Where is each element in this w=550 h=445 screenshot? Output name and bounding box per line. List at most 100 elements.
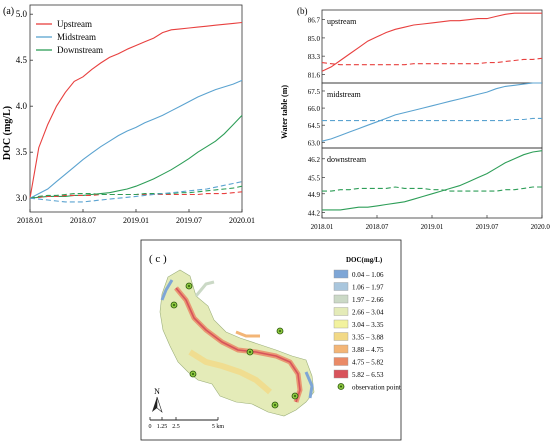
north-arrow: N [152,387,163,413]
map-legend-label: 4.75 – 5.82 [352,359,384,367]
map-legend-swatch [333,357,349,366]
map-legend-label: 5.82 – 6.53 [352,371,384,379]
map-legend-label: 0.04 – 1.06 [352,271,384,279]
a-ytick-label: 3.0 [16,193,28,203]
observation-point-dot [249,351,251,353]
a-xtick-label: 2019.01 [123,216,149,225]
b-series-line-0-0 [321,12,542,72]
b-ytick-label: 63.0 [308,139,321,147]
b-ytick-label: 67.5 [308,88,321,96]
map-legend-label: 3.35 – 3.88 [352,334,384,342]
b-ytick-label: 45.5 [308,175,321,183]
b-ytick-label: 66.0 [308,105,321,113]
b-ytick-label: 46.2 [308,156,321,164]
observation-point-dot [173,304,175,306]
observation-point-legend-dot [340,385,342,388]
map-legend-swatch [333,332,349,341]
observation-point-legend-label: observation point [352,384,401,392]
b-ytick-label: 81.6 [308,71,321,79]
panel-a: (a) DOC (mg/L) 3.0 3.5 4.0 4.5 5.0 2018.01 20… [2,4,255,225]
a-series-line-1 [29,79,243,199]
north-arrow-right [156,396,163,413]
a-series-line-0 [29,21,243,199]
observation-points [170,282,299,409]
observation-point-dot [294,395,296,397]
legend-midstream-label: Midstream [57,32,96,42]
b-series-line-2-0 [322,150,543,211]
a-series-line-4 [29,185,243,199]
map-legend-swatch [333,344,349,354]
panel-a-label: (a) [3,6,14,17]
mid-doc-edge [194,280,215,297]
panel-c-label: ( c ) [149,253,167,265]
panel-a-ylabel: DOC (mg/L) [2,106,13,160]
b-subplot-label: midstream [327,90,362,99]
map-legend-label: 1.97 – 2.66 [352,296,384,304]
high-doc-patch [235,330,260,338]
a-ytick-label: 3.5 [16,147,28,157]
a-series-line-5 [29,181,243,203]
b-xtick-label: 2018.01 [311,223,334,231]
scale-tick-label: 5 km [212,424,225,430]
map-legend: DOC(mg/L) 0.04 – 1.06 1.06 – 1.97 1.97 – 2… [333,256,401,392]
b-ytick-label: 85.0 [308,35,321,43]
b-ytick-label: 83.3 [308,53,321,61]
map-legend-label: 1.06 – 1.97 [352,284,384,292]
a-ytick-label: 5.0 [16,9,28,19]
map-legend-swatch [333,269,349,279]
observation-point-dot [274,404,276,406]
legend-downstream-label: Downstream [57,45,103,55]
panel-c-frame [140,239,402,441]
b-xtick-label: 2020.01 [531,223,550,231]
panel-b-label: (b) [297,6,308,16]
b-subplot-label: downstream [327,155,367,164]
basin-map [159,269,315,417]
map-legend-swatch [333,307,349,316]
north-label: N [154,387,160,396]
a-ytick-label: 4.0 [16,101,28,111]
a-xtick-label: 2018.01 [17,216,43,225]
b-series-line-1-1 [322,117,542,122]
b-series-line-2-1 [322,186,542,192]
panel-b-ylabel: Water table (m) [280,85,289,139]
scale-tick-label: 2.5 [172,424,180,430]
observation-point-dot [192,373,194,375]
map-legend-swatch [333,294,349,304]
low-doc-edge-north [160,279,174,301]
b-xtick-label: 2019.01 [421,223,444,231]
low-doc-edge-east [304,371,314,399]
b-ytick-label: 44.9 [308,191,321,199]
b-ytick-label: 86.7 [308,17,321,25]
map-legend-swatch [333,319,349,329]
observation-point-dot [188,285,190,287]
map-legend-swatch [333,282,349,291]
map-legend-label: 3.04 – 3.35 [352,321,384,329]
map-legend-title: DOC(mg/L) [346,256,383,264]
panel-a-legend: Upstream Midstream Downstream [36,19,103,55]
panel-c: ( c ) N 0 1.25 2.5 5 km DOC(mg/L) 0.04 – 1.… [140,239,402,441]
a-xtick-label: 2018.07 [70,216,96,225]
b-ytick-label: 64.5 [308,122,321,130]
b-series-line-1-0 [321,82,542,142]
map-legend-label: 2.66 – 3.04 [352,309,384,317]
north-arrow-left [152,397,157,412]
b-ytick-label: 44.2 [308,210,321,218]
basin-area [159,269,315,417]
observation-point-dot [279,330,281,332]
a-ytick-label: 4.5 [16,55,28,65]
b-xtick-label: 2019.07 [476,223,499,231]
panel-b: (b) Water table (m) upstream 81.6 83.3 85.0… [280,6,550,231]
tributary-zone [188,349,272,395]
map-legend-label: 3.88 – 4.75 [352,346,384,354]
map-legend-swatch [333,369,349,379]
legend-upstream-label: Upstream [57,19,92,29]
scale-tick-label: 1.25 [157,424,168,430]
a-xtick-label: 2020.01 [229,216,255,225]
scale-tick-label: 0 [149,424,152,430]
b-series-line-0-1 [321,57,543,66]
a-series-line-2 [29,115,243,199]
b-xtick-label: 2018.07 [366,223,389,231]
a-xtick-label: 2019.07 [176,216,202,225]
b-subplot-label: upstream [327,17,357,26]
